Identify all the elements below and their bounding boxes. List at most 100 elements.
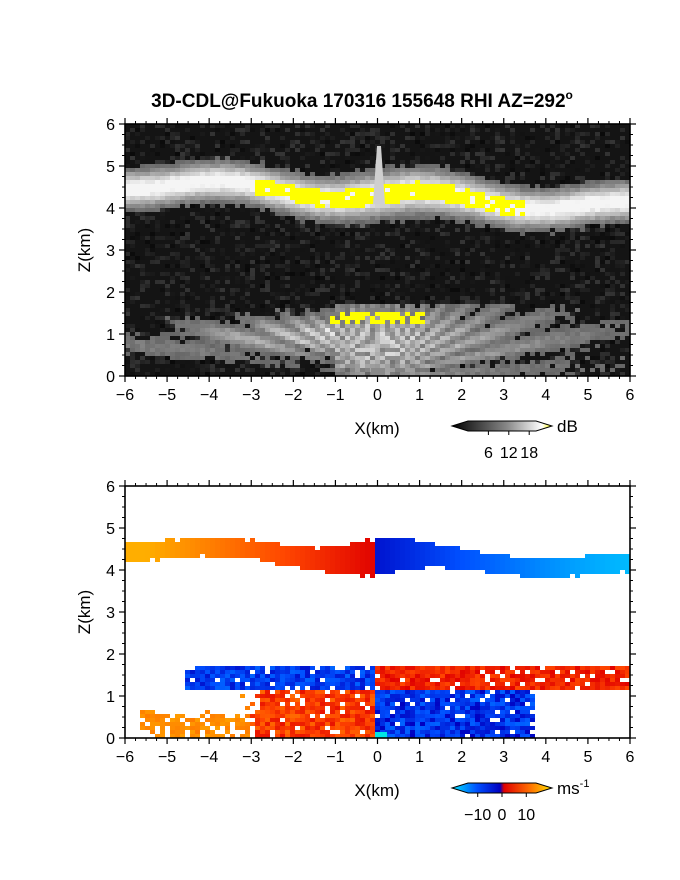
snr-cell [425,180,430,184]
velocity-cell [390,546,395,550]
velocity-cell [310,546,315,550]
snr-cell [370,196,375,200]
snr-cell [180,260,185,264]
snr-cell [440,308,445,312]
velocity-cell [485,570,490,574]
snr-cell [135,364,140,368]
snr-cell [575,216,580,220]
snr-cell [150,252,155,256]
snr-cell [340,312,345,316]
snr-cell [540,204,545,208]
snr-cell [315,364,320,368]
snr-cell [565,356,570,360]
snr-cell [575,348,580,352]
snr-cell [185,276,190,280]
snr-cell [210,212,215,216]
colorbar-tick-label: 18 [520,445,538,462]
snr-cell [370,336,375,340]
snr-cell [405,328,410,332]
snr-cell [575,296,580,300]
snr-cell [200,272,205,276]
snr-cell [475,184,480,188]
snr-cell [280,320,285,324]
snr-cell [335,348,340,352]
snr-cell [205,344,210,348]
snr-cell [470,176,475,180]
snr-cell [330,348,335,352]
snr-cell [300,144,305,148]
snr-cell [305,272,310,276]
snr-cell [440,216,445,220]
snr-cell [275,368,280,372]
snr-cell [495,164,500,168]
snr-cell [270,232,275,236]
snr-cell [530,328,535,332]
snr-cell [155,316,160,320]
snr-cell [320,128,325,132]
snr-cell [135,372,140,376]
snr-cell [400,224,405,228]
velocity-cell [205,554,210,558]
snr-cell [535,208,540,212]
snr-cell [435,220,440,224]
snr-cell [230,356,235,360]
snr-cell [290,224,295,228]
velocity-cell [440,550,445,554]
snr-cell [295,176,300,180]
velocity-cell [620,566,625,570]
snr-cell [570,344,575,348]
snr-cell [125,348,130,352]
velocity-cell [455,566,460,570]
snr-cell [530,276,535,280]
velocity-cell [330,558,335,562]
snr-cell [405,276,410,280]
snr-cell [410,204,415,208]
velocity-cell [270,546,275,550]
velocity-cell [155,546,160,550]
snr-cell [420,308,425,312]
snr-cell [195,352,200,356]
snr-cell [340,348,345,352]
snr-cell [290,312,295,316]
velocity-cell [230,554,235,558]
snr-cell [230,176,235,180]
snr-cell [270,176,275,180]
velocity-cell [600,562,605,566]
snr-cell [485,264,490,268]
snr-cell [220,308,225,312]
velocity-cell [595,562,600,566]
snr-cell [380,332,385,336]
snr-cell [620,276,625,280]
snr-cell [485,212,490,216]
snr-cell [185,260,190,264]
snr-cell [385,196,390,200]
snr-cell [260,220,265,224]
snr-cell [255,164,260,168]
snr-cell [275,296,280,300]
snr-cell [395,216,400,220]
snr-cell [170,332,175,336]
velocity-cell [610,558,615,562]
snr-cell [625,352,630,356]
snr-cell [575,140,580,144]
snr-cell [225,208,230,212]
snr-cell [620,204,625,208]
snr-cell [595,212,600,216]
snr-cell [440,168,445,172]
snr-cell [285,336,290,340]
velocity-cell [385,558,390,562]
snr-cell [255,200,260,204]
snr-cell [345,272,350,276]
snr-cell [585,328,590,332]
velocity-cell [125,542,130,546]
snr-cell [430,148,435,152]
snr-cell [355,372,360,376]
velocity-cell [360,558,365,562]
snr-cell [400,372,405,376]
snr-cell [385,136,390,140]
snr-cell [215,288,220,292]
snr-cell [475,328,480,332]
snr-cell [610,364,615,368]
snr-cell [340,200,345,204]
snr-cell [445,232,450,236]
